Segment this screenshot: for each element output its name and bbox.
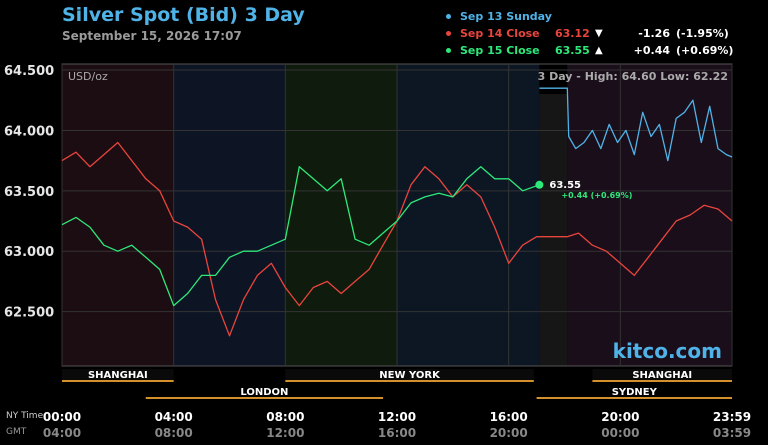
session-shade: [62, 64, 174, 366]
y-tick-label: 63.500: [4, 185, 54, 200]
series-line: [61, 166, 540, 307]
x-tick-ny: 00:00: [43, 410, 81, 424]
kitco-watermark: kitco.com: [613, 339, 722, 363]
legend-change: +0.44: [633, 44, 670, 57]
x-tick-ny: 20:00: [601, 410, 639, 424]
y-tick-label: 64.500: [4, 64, 54, 79]
x-tick-gmt: 00:00: [601, 426, 639, 440]
legend-dot: [446, 48, 451, 53]
ny-time-label: NY Time: [6, 411, 44, 421]
session-label: SYDNEY: [612, 387, 658, 398]
gmt-label: GMT: [6, 427, 27, 437]
session-shade: [567, 64, 732, 366]
legend-percent: (+0.69%): [676, 44, 734, 57]
y-tick-label: 64.000: [4, 124, 54, 139]
x-tick-gmt: 04:00: [43, 426, 81, 440]
legend-change: -1.26: [638, 27, 670, 40]
legend-dot: [446, 14, 451, 19]
chart-timestamp: September 15, 2026 17:07: [62, 29, 242, 43]
x-tick-ny: 12:00: [378, 410, 416, 424]
x-tick-gmt: 16:00: [378, 426, 416, 440]
x-tick-ny: 04:00: [155, 410, 193, 424]
legend-price: 63.55: [555, 44, 590, 57]
x-tick-ny: 08:00: [266, 410, 304, 424]
y-tick-label: 62.500: [4, 306, 54, 321]
series-line: [539, 87, 733, 162]
last-price-marker: [535, 180, 544, 189]
chart-title: Silver Spot (Bid) 3 Day: [62, 4, 305, 26]
legend-percent: (-1.95%): [676, 27, 729, 40]
session-band: [536, 386, 732, 398]
session-label: LONDON: [240, 387, 288, 398]
x-tick-gmt: 20:00: [490, 426, 528, 440]
legend-label: Sep 14 Close: [460, 27, 540, 40]
x-tick-ny: 23:59: [713, 410, 751, 424]
legend-label: Sep 15 Close: [460, 44, 540, 57]
unit-label: USD/oz: [68, 70, 108, 83]
session-shade: [397, 64, 540, 366]
session-band: [285, 369, 534, 381]
session-label: NEW YORK: [379, 370, 441, 381]
x-tick-gmt: 12:00: [266, 426, 304, 440]
session-shade: [285, 64, 397, 366]
gap-shade: [539, 94, 568, 366]
last-change-label: +0.44 (+0.69%): [561, 191, 632, 200]
legend-price: 63.12: [555, 27, 590, 40]
legend-dot: [446, 31, 451, 36]
x-tick-ny: 16:00: [490, 410, 528, 424]
session-label: SHANGHAI: [632, 370, 692, 381]
range-text: 3 Day - High: 64.60 Low: 62.22: [538, 70, 728, 83]
up-arrow-icon: ▲: [595, 45, 603, 56]
legend-label: Sep 13 Sunday: [460, 10, 552, 23]
session-label: SHANGHAI: [88, 370, 148, 381]
session-band: [592, 369, 732, 381]
down-arrow-icon: ▼: [595, 28, 603, 39]
y-tick-label: 63.000: [4, 245, 54, 260]
session-band: [145, 386, 384, 398]
x-tick-gmt: 03:59: [713, 426, 751, 440]
session-band: [62, 369, 174, 381]
x-tick-gmt: 08:00: [155, 426, 193, 440]
session-shade: [173, 64, 286, 366]
last-price-label: 63.55: [549, 180, 581, 191]
